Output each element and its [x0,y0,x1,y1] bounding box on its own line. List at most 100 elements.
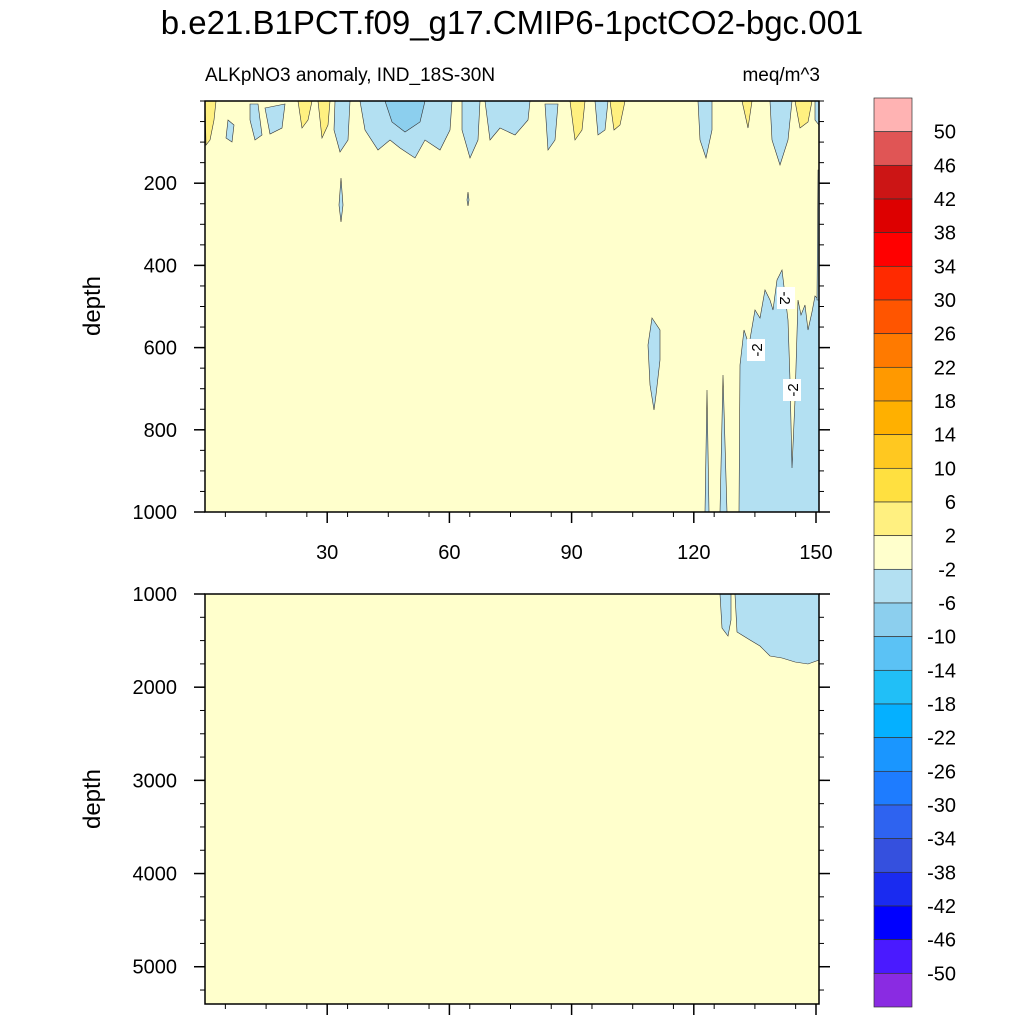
upper-ylabel: depth [79,276,106,336]
lens-near-65 [466,191,470,207]
colorbar: 50 46 42 38 34 30 26 22 18 14 10 6 2 -2 -6 -10 -14 -18 -22… [873,97,956,1008]
colorbar-label: 38 [934,223,956,245]
colorbar-swatch [873,804,913,840]
patch-neg-9 [544,103,559,151]
contour-label-text: -2 [749,343,766,356]
colorbar-swatch [873,501,913,537]
colorbar-swatch [873,265,913,301]
colorbar-swatch [873,669,913,705]
patch-neg-2 [249,103,263,141]
colorbar-label: -14 [927,660,956,682]
colorbar-label: -2 [938,559,956,581]
y-tick-label: 5000 [133,957,178,979]
colorbar-swatch [873,198,913,234]
colorbar-swatch [873,400,913,436]
patch-neg-1 [225,119,235,143]
contour-labels: -2 -2 -2 [747,287,802,401]
colorbar-label: 42 [934,189,956,211]
colorbar-swatch [873,770,913,806]
upper-deep-negative-regions [338,169,820,513]
colorbar-label: 2 [945,526,956,548]
colorbar-swatch [873,232,913,267]
lower-panel: 1000 2000 3000 4000 5000 depth [79,584,830,1015]
colorbar-label: -38 [927,862,956,884]
lower-y-axis: 1000 2000 3000 4000 5000 [133,584,830,991]
upper-x-axis: 30 60 90 120 150 [224,512,833,564]
colorbar-swatch [873,467,913,503]
y-tick-label: 400 [144,255,177,277]
lower-plot-background [205,594,819,1004]
x-tick-label: 30 [316,542,338,564]
contour-label-box [747,339,765,361]
colorbar-swatch [873,939,913,974]
colorbar-label: -22 [927,728,956,750]
east-negative-region [738,268,820,513]
colorbar-label: 6 [945,492,956,514]
colorbar-label: 26 [934,324,956,346]
y-tick-label: 2000 [133,677,178,699]
contour-label-box [783,379,801,401]
upper-panel: -2 -2 -2 200 400 600 800 1000 30 60 90 120 150 dep… [79,100,833,564]
y-tick-label: 3000 [133,770,178,792]
colorbar-swatch [873,366,913,402]
upper-y-axis: 200 400 600 800 1000 [133,100,830,524]
colorbar-swatch [873,737,913,772]
upper-surface-patches [204,100,820,166]
upper-plot-background [205,101,819,512]
colorbar-label: -26 [927,761,956,783]
colorbar-label: -10 [927,627,956,649]
colorbar-label: -6 [938,593,956,615]
colorbar-swatch [873,97,913,133]
y-tick-label: 600 [144,338,177,360]
colorbar-label: 34 [934,256,956,278]
colorbar-swatch [873,434,913,469]
contour-label: -2 [783,379,802,401]
contour-label: -2 [747,339,766,361]
colorbar-label: 14 [934,425,956,447]
left-label: ALKpNO3 anomaly, IND_18S-30N [205,65,495,86]
colorbar-label: -34 [927,829,956,851]
y-tick-label: 4000 [133,864,178,886]
colorbar-swatch [873,871,913,907]
colorbar-label: -18 [927,694,956,716]
colorbar-label: -30 [927,795,956,817]
lens-near-111 [647,317,661,411]
colorbar-swatch [873,636,913,671]
y-tick-label: 200 [144,173,177,195]
lower-ylabel: depth [79,769,106,829]
chart-title: b.e21.B1PCT.f09_g17.CMIP6-1pctCO2-bgc.00… [161,4,864,41]
lower-plot-frame [204,593,820,1005]
colorbar-swatch [873,299,913,335]
contour-label-box [777,287,795,309]
colorbar-swatch [873,333,913,368]
y-tick-label: 800 [144,420,177,442]
colorbar-label: 50 [934,122,956,144]
colorbar-swatch [873,703,913,739]
colorbar-swatch [873,602,913,638]
lower-x-axis [224,1004,817,1015]
colorbar-label: 10 [934,458,956,480]
units-label: meq/m^3 [742,65,820,86]
colorbar-label: 30 [934,290,956,312]
colorbar-swatch [873,131,913,166]
colorbar-label: 46 [934,155,956,177]
colorbar-label: -46 [927,930,956,952]
colorbar-label: -42 [927,896,956,918]
colorbar-swatch [873,568,913,604]
colorbar-swatch [873,905,913,941]
colorbar-swatch [873,972,913,1008]
x-tick-label: 90 [560,542,582,564]
colorbar-label: 18 [934,391,956,413]
x-tick-label: 150 [799,542,832,564]
contour-label-text: -2 [776,291,793,304]
colorbar-swatch [873,535,913,570]
contour-label: -2 [776,287,795,309]
contour-label-text: -2 [785,383,802,396]
lens-near-34 [338,177,344,223]
colorbar-swatch [873,838,913,873]
colorbar-swatch [873,164,913,200]
patch-neg-3 [264,103,286,135]
colorbar-label: 22 [934,357,956,379]
x-tick-label: 120 [677,542,710,564]
